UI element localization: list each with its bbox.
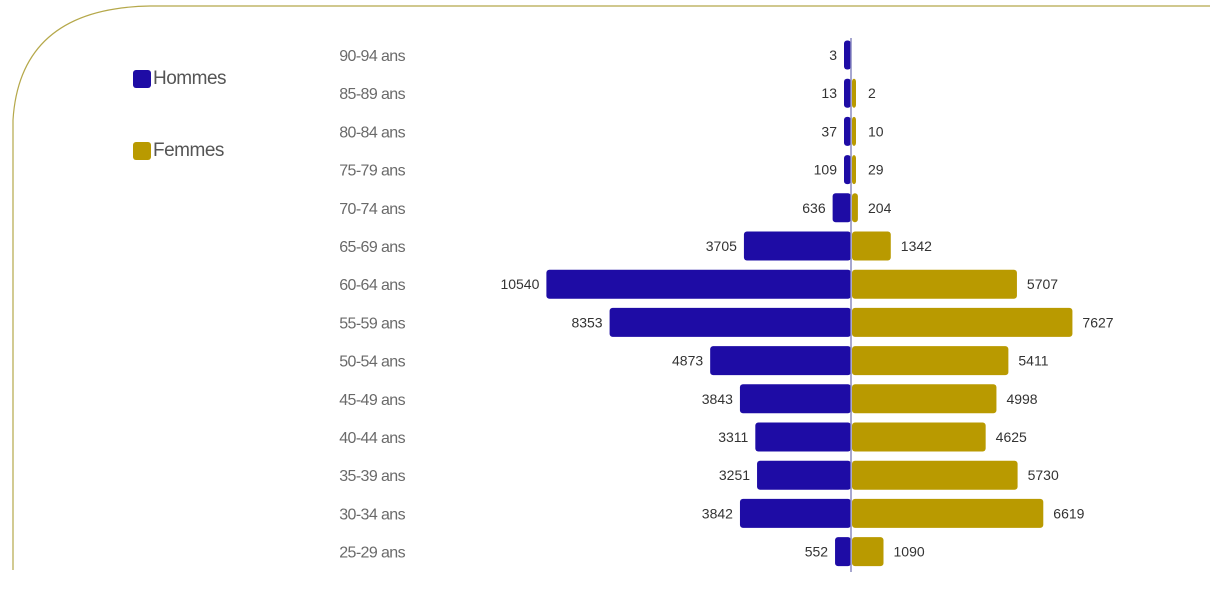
value-label-men: 636: [802, 200, 826, 216]
bar-men: [844, 116, 851, 146]
value-label-men: 3705: [706, 238, 737, 254]
value-label-men: 13: [821, 85, 837, 101]
category-label: 85-89 ans: [339, 86, 405, 103]
value-label-men: 552: [805, 544, 829, 560]
value-label-men: 109: [814, 162, 838, 178]
value-label-women: 1342: [901, 238, 932, 254]
bar-women: [852, 116, 856, 146]
category-label: 90-94 ans: [339, 48, 405, 65]
bar-men: [546, 269, 851, 299]
category-label: 25-29 ans: [339, 545, 405, 562]
category-label: 45-49 ans: [339, 392, 405, 409]
value-label-men: 3311: [718, 429, 748, 445]
bar-men: [844, 40, 851, 70]
bar-men: [844, 155, 851, 185]
bar-men: [844, 78, 851, 108]
category-label: 60-64 ans: [339, 277, 405, 294]
category-label: 40-44 ans: [339, 430, 405, 447]
legend-swatch-women: [133, 142, 151, 160]
legend-label-men: Hommes: [153, 68, 227, 89]
bar-men: [755, 422, 851, 452]
category-label: 80-84 ans: [339, 124, 405, 141]
value-label-women: 5411: [1018, 353, 1048, 369]
category-label: 55-59 ans: [339, 315, 405, 332]
value-label-men: 37: [821, 123, 837, 139]
bar-men: [743, 231, 851, 261]
bar-men: [739, 498, 851, 528]
bar-men: [710, 346, 851, 376]
bar-women: [852, 460, 1018, 490]
category-label: 75-79 ans: [339, 163, 405, 180]
bar-women: [852, 155, 856, 185]
bar-men: [757, 460, 851, 490]
bar-women: [852, 384, 997, 414]
bar-women: [852, 422, 986, 452]
value-label-women: 4625: [996, 429, 1027, 445]
bar-men: [835, 537, 851, 567]
category-label: 50-54 ans: [339, 354, 405, 371]
value-label-women: 4998: [1006, 391, 1037, 407]
bar-women: [852, 193, 858, 223]
value-label-women: 5730: [1028, 467, 1059, 483]
value-label-men: 3251: [719, 467, 750, 483]
legend-item-women: Femmes: [133, 140, 224, 162]
value-label-men: 4873: [672, 353, 703, 369]
value-label-men: 8353: [571, 314, 602, 330]
value-label-women: 2: [868, 85, 876, 101]
bar-women: [852, 537, 884, 567]
bar-women: [852, 78, 856, 108]
bar-men: [832, 193, 851, 223]
value-label-men: 3842: [702, 505, 733, 521]
bar-women: [852, 307, 1073, 337]
value-label-women: 1090: [894, 544, 925, 560]
bar-men: [609, 307, 851, 337]
value-label-women: 7627: [1082, 314, 1113, 330]
category-label: 30-34 ans: [339, 506, 405, 523]
category-label: 70-74 ans: [339, 201, 405, 218]
bar-women: [852, 269, 1017, 299]
value-label-men: 3: [829, 47, 837, 63]
bar-women: [852, 498, 1044, 528]
bar-women: [852, 346, 1009, 376]
legend-swatch-men: [133, 70, 151, 88]
value-label-women: 5707: [1027, 276, 1058, 292]
value-label-men: 3843: [702, 391, 733, 407]
value-label-men: 10540: [500, 276, 539, 292]
value-label-women: 204: [868, 200, 892, 216]
bar-women: [852, 231, 891, 261]
value-label-women: 6619: [1053, 505, 1084, 521]
value-label-women: 29: [868, 162, 884, 178]
bar-men: [739, 384, 851, 414]
category-label: 65-69 ans: [339, 239, 405, 256]
category-label: 35-39 ans: [339, 468, 405, 485]
legend-label-women: Femmes: [153, 140, 224, 161]
frame-border: [12, 5, 1210, 570]
value-label-women: 10: [868, 123, 884, 139]
legend-item-men: Hommes: [133, 68, 227, 90]
